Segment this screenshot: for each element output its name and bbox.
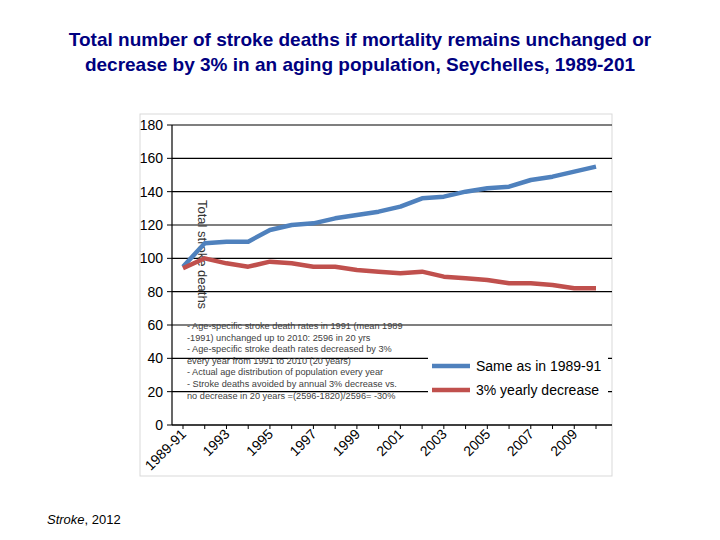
x-tick [574,425,575,429]
x-tick [530,425,531,429]
legend-label: 3% yearly decrease [476,382,599,398]
annotation: - Age-specific stroke death rates in 199… [187,321,403,331]
x-tick [465,425,466,429]
y-tick-label: 20 [147,384,163,400]
x-tick [226,425,227,429]
y-tick-label: 180 [140,117,164,133]
annotation: no decrease in 20 years =(2596-1820)/259… [187,391,395,401]
x-tick-label: 2009 [547,426,580,459]
x-tick [313,425,314,429]
x-tick [552,425,553,429]
y-tick [167,158,172,159]
series-group [183,167,596,289]
source: Stroke, 2012 [47,512,121,527]
x-tick [291,425,292,429]
source-journal: Stroke [47,512,85,527]
y-tick-label: 40 [147,350,163,366]
y-tick [167,391,172,392]
x-tick [509,425,510,429]
annotation: every year from 1991 to 2010 (20 years) [187,356,351,366]
chart-root: Total number of stroke deaths if mortali… [0,0,720,540]
x-tick-label: 2005 [460,426,493,459]
legend-swatch [432,388,470,393]
source-year: , 2012 [85,512,121,527]
y-tick [167,225,172,226]
x-tick-label: 1999 [330,426,363,459]
legend-bg [428,355,608,377]
x-tick-label: 1989-91 [141,426,189,474]
y-tick-label: 60 [147,317,163,333]
x-tick [443,425,444,429]
grid-line [172,158,612,159]
x-tick [269,425,270,429]
x-axis [172,424,612,425]
x-tick-label: 2001 [373,426,406,459]
x-tick-label: 2003 [417,426,450,459]
y-tick-label: 80 [147,284,163,300]
grid-line [172,224,612,225]
annotation: - Actual age distribution of population … [187,367,383,377]
y-tick [167,191,172,192]
x-tick [378,425,379,429]
x-tick-label: 1993 [199,426,232,459]
y-tick [167,325,172,326]
y-tick [167,258,172,259]
y-tick-label: 120 [140,217,164,233]
series-line [183,258,596,288]
title: decrease by 3% in an aging population, S… [85,54,636,75]
y-tick [167,358,172,359]
x-tick [596,425,597,429]
annotation: -1991) unchanged up to 2010: 2596 in 20 … [187,333,371,343]
x-tick-label: 1995 [243,426,276,459]
x-tick [487,425,488,429]
y-axis-label: Total stroke deaths [195,200,210,310]
x-tick [248,425,249,429]
x-tick [183,425,184,429]
y-tick-label: 100 [140,250,164,266]
x-tick [422,425,423,429]
y-tick-label: 160 [140,150,164,166]
y-tick [167,425,172,426]
grid-line [172,291,612,292]
title: Total number of stroke deaths if mortali… [69,29,652,50]
x-tick [356,425,357,429]
chart-svg: Total number of stroke deaths if mortali… [0,0,720,540]
y-tick-label: 140 [140,184,164,200]
y-tick [167,125,172,126]
grid-line [172,191,612,192]
annotation: - Stroke deaths avoided by annual 3% dec… [187,379,397,389]
y-axis [171,125,172,425]
legend-label: Same as in 1989-91 [476,358,602,374]
legend-bg [428,379,608,401]
x-tick [204,425,205,429]
x-tick [335,425,336,429]
grid-line [172,258,612,259]
x-tick [400,425,401,429]
chart-frame [140,114,612,476]
series-line [183,167,596,267]
x-tick-label: 2007 [504,426,537,459]
x-tick-label: 1997 [286,426,319,459]
legend-swatch [432,364,470,369]
grid-line [172,124,612,125]
grid-line [172,424,612,425]
y-tick-label: 0 [155,417,163,433]
annotation: - Age-specific stroke death rates decrea… [187,344,392,354]
y-tick [167,291,172,292]
